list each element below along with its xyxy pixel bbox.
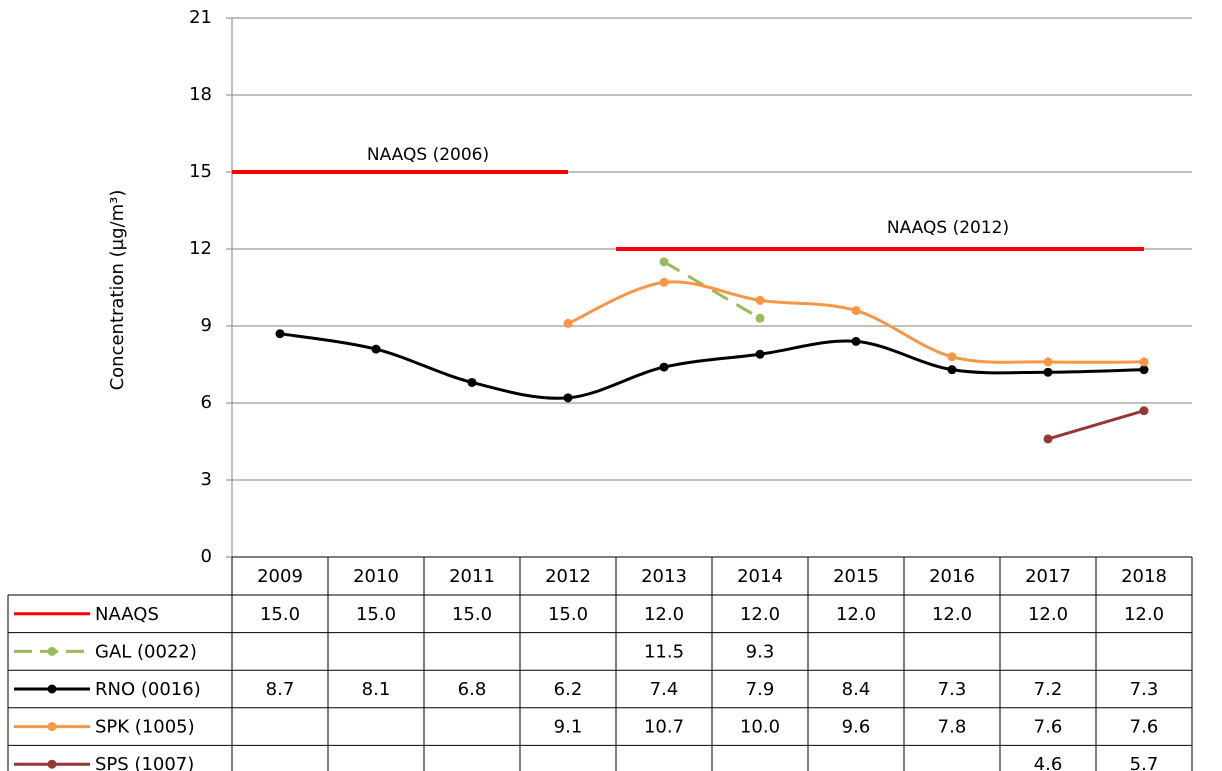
data-point (1043, 357, 1053, 367)
table-cell: 10.0 (740, 717, 780, 738)
table-cell: 7.6 (1034, 717, 1063, 738)
legend-marker (47, 759, 57, 769)
legend-label: GAL (0022) (95, 641, 197, 662)
y-axis-label: Concentration (µg/m³) (107, 190, 128, 391)
data-point (275, 329, 285, 339)
legend-marker (47, 722, 57, 732)
table-cell: 11.5 (644, 641, 684, 662)
table-cell: 9.6 (842, 717, 871, 738)
table-cell: 15.0 (548, 604, 588, 625)
y-tick-label: 9 (201, 315, 212, 336)
data-point (755, 295, 765, 305)
data-point (659, 362, 669, 372)
table-cell: 12.0 (1028, 604, 1068, 625)
data-point (851, 336, 861, 346)
data-point (1139, 357, 1149, 367)
data-point (467, 377, 477, 387)
y-tick-label: 18 (189, 84, 212, 105)
data-point (659, 277, 669, 287)
legend-label: NAAQS (95, 604, 159, 625)
x-tick-label: 2013 (641, 566, 687, 587)
table-cell: 8.1 (362, 679, 391, 700)
table-cell: 12.0 (644, 604, 684, 625)
data-point (1043, 367, 1053, 377)
table-cell: 12.0 (1124, 604, 1164, 625)
table-cell: 7.4 (650, 679, 679, 700)
data-point (1139, 406, 1149, 416)
data-point (371, 344, 381, 354)
legend-label: SPS (1007) (95, 754, 194, 771)
series-line (279, 332, 1145, 400)
table-cell: 12.0 (836, 604, 876, 625)
table-cell: 15.0 (260, 604, 300, 625)
data-point (563, 318, 573, 328)
x-tick-label: 2015 (833, 566, 879, 587)
table-cell: 7.8 (938, 717, 967, 738)
table-cell: 6.8 (458, 679, 487, 700)
y-tick-label: 12 (189, 238, 212, 259)
x-tick-label: 2017 (1025, 566, 1071, 587)
table-cell: 7.2 (1034, 679, 1063, 700)
table-cell: 9.3 (746, 641, 775, 662)
data-point (755, 313, 765, 323)
table-cell: 8.4 (842, 679, 871, 700)
x-tick-label: 2010 (353, 566, 399, 587)
x-tick-label: 2011 (449, 566, 495, 587)
x-tick-label: 2012 (545, 566, 591, 587)
y-tick-label: 21 (189, 7, 212, 28)
y-tick-label: 15 (189, 161, 212, 182)
data-point (947, 352, 957, 362)
table-cell: 4.6 (1034, 754, 1063, 771)
table-cell: 15.0 (452, 604, 492, 625)
table-cell: 6.2 (554, 679, 583, 700)
series-line (1047, 409, 1145, 441)
table-cell: 12.0 (740, 604, 780, 625)
x-tick-label: 2016 (929, 566, 975, 587)
data-point (563, 393, 573, 403)
legend-label: SPK (1005) (95, 717, 195, 738)
data-point (1043, 434, 1053, 444)
table-cell: 10.7 (644, 717, 684, 738)
table-cell: 12.0 (932, 604, 972, 625)
table-cell: 15.0 (356, 604, 396, 625)
data-point (851, 306, 861, 316)
series-line (567, 280, 1145, 364)
table-cell: 7.6 (1130, 717, 1159, 738)
data-point (755, 349, 765, 359)
annotation: NAAQS (2012) (887, 218, 1009, 238)
table-cell: 7.3 (1130, 679, 1159, 700)
table-cell: 8.7 (266, 679, 295, 700)
table-cell: 7.3 (938, 679, 967, 700)
table-cell: 7.9 (746, 679, 775, 700)
y-tick-label: 0 (201, 546, 212, 567)
data-point (659, 257, 669, 267)
data-point (947, 365, 957, 375)
legend-label: RNO (0016) (95, 679, 201, 700)
x-tick-label: 2009 (257, 566, 303, 587)
data-point (1139, 365, 1149, 375)
table-cell: 9.1 (554, 717, 583, 738)
x-tick-label: 2014 (737, 566, 783, 587)
legend-marker (47, 646, 57, 656)
y-tick-label: 6 (201, 392, 212, 413)
x-tick-label: 2018 (1121, 566, 1167, 587)
series-line (663, 260, 761, 320)
y-tick-label: 3 (201, 469, 212, 490)
table-cell: 5.7 (1130, 754, 1159, 771)
annotation: NAAQS (2006) (367, 145, 489, 165)
legend-marker (47, 684, 57, 694)
